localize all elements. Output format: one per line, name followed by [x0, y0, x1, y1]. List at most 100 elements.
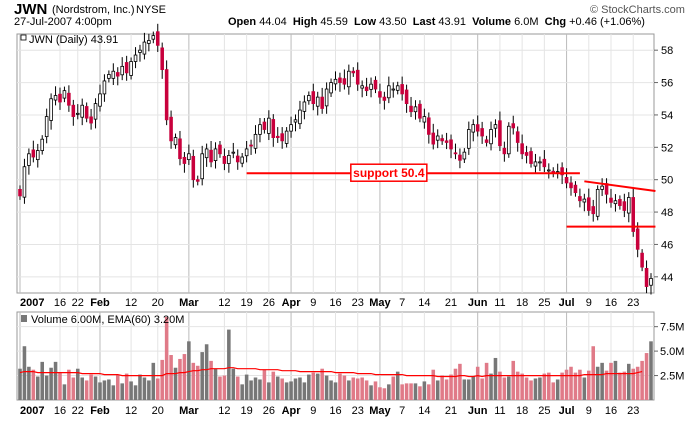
volume-bar: [422, 381, 427, 400]
candle-body: [360, 85, 364, 89]
candle-body: [80, 104, 84, 118]
volume-bar: [204, 344, 209, 400]
volume-bar: [600, 362, 604, 400]
volume-x-tick-label: 26: [263, 405, 275, 417]
volume-bar: [209, 360, 213, 400]
volume-bar: [538, 377, 542, 400]
volume-x-tick-label: May: [369, 405, 391, 417]
volume-x-tick-label: 18: [516, 405, 528, 417]
volume-bar: [71, 377, 76, 400]
candle-body: [280, 133, 284, 142]
candle-body: [40, 138, 44, 151]
volume-x-tick-label: 2007: [20, 405, 44, 417]
price-x-tick-label: 20: [152, 297, 164, 309]
volume-bar: [187, 341, 191, 400]
candle-body: [98, 93, 102, 107]
volume-bar: [200, 352, 204, 400]
candle-body: [547, 169, 551, 172]
candle-body: [382, 96, 387, 101]
volume-x-tick-label: Apr: [282, 405, 302, 417]
volume-bar: [529, 380, 533, 400]
candle-body: [471, 124, 476, 133]
volume-bar: [191, 362, 196, 400]
volume-bar: [80, 377, 84, 400]
candle-body: [93, 103, 98, 120]
volume-bar: [400, 384, 404, 400]
volume-bar: [467, 379, 471, 400]
price-x-tick-label: 21: [445, 297, 457, 309]
volume-bar: [111, 385, 116, 400]
volume-bar: [569, 366, 573, 400]
candle-body: [498, 120, 502, 147]
price-legend-swatch: [20, 34, 27, 41]
volume-y-tick-label: 2.5M: [660, 371, 684, 383]
candle-body: [649, 278, 653, 286]
ohlc-readout: Open 44.04 High 45.59 Low 43.50 Last 43.…: [228, 16, 645, 28]
volume-bar: [213, 368, 218, 400]
volume-x-tick-label: 14: [418, 405, 430, 417]
candle-body: [275, 135, 280, 138]
volume-y-tick-label: 7.5M: [660, 322, 684, 334]
volume-x-tick-label: Jul: [559, 405, 575, 417]
candle-body: [182, 156, 187, 164]
volume-bar: [98, 382, 102, 400]
candle-body: [564, 177, 569, 184]
candle-body: [62, 90, 67, 99]
volume-x-tick-label: Mar: [179, 405, 199, 417]
candle-body: [129, 61, 133, 76]
candle-body: [235, 155, 240, 163]
candle-body: [151, 35, 156, 40]
candle-body: [444, 140, 449, 143]
volume-bar: [315, 373, 320, 400]
volume-bar: [67, 369, 71, 400]
volume-bar: [222, 375, 227, 400]
price-x-tick-label: 16: [329, 297, 341, 309]
candle-body: [267, 117, 271, 134]
volume-bar: [462, 379, 467, 400]
support-label-box: [350, 163, 428, 182]
volume-bar: [391, 376, 396, 400]
volume-bar: [235, 376, 240, 400]
candle-body: [493, 124, 498, 129]
volume-x-tick-label: 12: [218, 405, 230, 417]
candle-body: [298, 109, 302, 125]
candle-body: [529, 151, 533, 164]
price-y-tick-label: 58: [661, 45, 673, 57]
volume-bar: [351, 377, 356, 400]
volume-x-tick-label: 9: [310, 405, 316, 417]
volume-bar: [373, 381, 378, 400]
candle-body: [467, 129, 471, 149]
volume-bar: [93, 376, 98, 400]
price-x-tick-label: Apr: [282, 297, 302, 309]
volume-bar: [427, 384, 431, 400]
candle-body: [133, 54, 138, 62]
candle-body: [124, 62, 129, 74]
candle-body: [644, 267, 649, 287]
candle-body: [253, 133, 258, 149]
price-legend: JWN (Daily) 43.91: [29, 34, 118, 46]
volume-bar: [431, 369, 436, 400]
candle-body: [204, 148, 209, 159]
candle-body: [89, 116, 93, 124]
candle-body: [115, 72, 120, 77]
candle-body: [315, 96, 320, 107]
volume-x-tick-label: Feb: [90, 405, 110, 417]
volume-x-tick-label: 9: [586, 405, 592, 417]
price-x-tick-label: 22: [72, 297, 84, 309]
open-value: 44.04: [259, 16, 287, 28]
volume-bar: [635, 366, 640, 400]
volume-bar: [58, 372, 62, 400]
volume-x-tick-label: 19: [241, 405, 253, 417]
candle-body: [209, 149, 213, 163]
volume-x-tick-label: 11: [494, 405, 505, 417]
volume-bar: [582, 377, 587, 400]
volume-bar: [627, 363, 631, 400]
price-x-tick-label: Jun: [468, 297, 488, 309]
volume-bar: [142, 377, 147, 400]
volume-bar: [444, 379, 449, 400]
volume-bar: [644, 353, 649, 400]
volume-bar: [542, 373, 547, 400]
ticker-symbol: JWN: [14, 1, 48, 18]
candle-body: [49, 98, 53, 121]
volume-bar: [311, 372, 316, 400]
